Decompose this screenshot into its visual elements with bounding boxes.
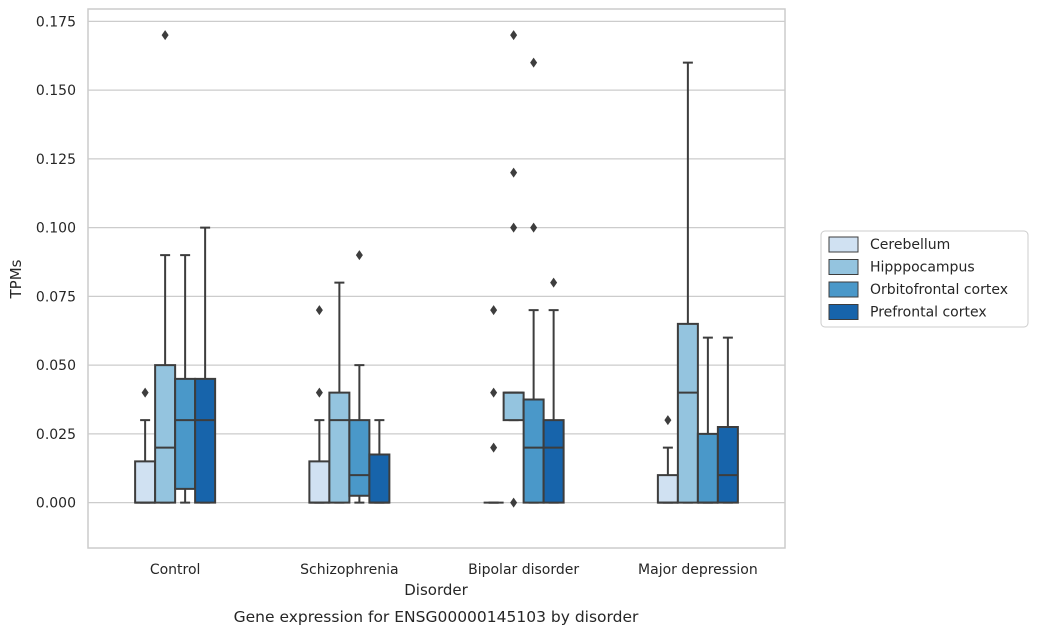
box bbox=[522, 398, 545, 504]
box-group bbox=[716, 336, 739, 504]
outlier-point bbox=[530, 57, 538, 68]
legend-label: Orbitofrontal cortex bbox=[870, 282, 1008, 298]
x-tick-labels: Control Schizophrenia Bipolar disorder Majo… bbox=[150, 562, 758, 578]
y-tick-label: 0.100 bbox=[36, 221, 76, 237]
outlier-point bbox=[490, 442, 498, 453]
box bbox=[194, 377, 217, 504]
box-group bbox=[308, 305, 331, 504]
box-group bbox=[542, 277, 565, 504]
outlier-point bbox=[510, 222, 518, 233]
box-group bbox=[483, 305, 504, 504]
y-tick-label: 0.125 bbox=[36, 152, 76, 168]
box bbox=[328, 391, 351, 504]
legend-swatch bbox=[828, 259, 859, 275]
outlier-point bbox=[510, 30, 518, 41]
outlier-point bbox=[550, 277, 558, 288]
box bbox=[502, 391, 525, 422]
box-group bbox=[348, 250, 371, 504]
box-group bbox=[676, 61, 699, 504]
box bbox=[542, 419, 565, 504]
outlier-point bbox=[664, 415, 672, 426]
box-group bbox=[154, 30, 177, 504]
box bbox=[154, 364, 177, 504]
box-group bbox=[696, 336, 719, 504]
outlier-point bbox=[355, 250, 363, 261]
box bbox=[676, 322, 699, 504]
chart-title: Gene expression for ENSG00000145103 by d… bbox=[234, 608, 639, 626]
legend-label: Cerebellum bbox=[870, 237, 950, 253]
outlier-point bbox=[315, 305, 323, 316]
outlier-point bbox=[315, 387, 323, 398]
box bbox=[368, 453, 391, 504]
box bbox=[308, 460, 331, 504]
box bbox=[696, 432, 719, 504]
legend-swatch bbox=[828, 236, 859, 253]
outlier-point bbox=[141, 387, 149, 398]
legend-label: Hipppocampus bbox=[870, 260, 975, 276]
legend-label: Prefrontal cortex bbox=[870, 305, 987, 321]
box-group bbox=[368, 419, 391, 504]
x-axis-label: Disorder bbox=[404, 581, 468, 599]
y-tick-label: 0.000 bbox=[36, 496, 76, 512]
box-group bbox=[174, 254, 197, 504]
x-tick-label: Major depression bbox=[638, 562, 758, 578]
y-tick-label: 0.075 bbox=[36, 289, 76, 305]
box-group bbox=[134, 387, 157, 504]
outlier-point bbox=[510, 167, 518, 178]
outlier-point bbox=[490, 305, 498, 316]
box bbox=[348, 419, 371, 497]
y-tick-label: 0.150 bbox=[36, 83, 76, 99]
y-tick-label: 0.175 bbox=[36, 14, 76, 30]
box-layer bbox=[134, 30, 739, 508]
outlier-point bbox=[161, 30, 169, 41]
outlier-point bbox=[530, 222, 538, 233]
outlier-point bbox=[510, 497, 518, 508]
legend: Cerebellum Hipppocampus Orbitofrontal cort… bbox=[820, 230, 1029, 328]
x-tick-label: Schizophrenia bbox=[300, 562, 398, 578]
legend-swatch bbox=[828, 304, 859, 320]
box bbox=[656, 474, 679, 504]
x-tick-label: Bipolar disorder bbox=[468, 562, 579, 578]
box bbox=[716, 426, 739, 504]
y-tick-label: 0.050 bbox=[36, 358, 76, 374]
y-tick-label: 0.025 bbox=[36, 427, 76, 443]
y-axis-label: TPMs bbox=[7, 259, 25, 299]
y-tick-labels: 0.000 0.025 0.050 0.075 0.100 0.125 0.150 0.175 bbox=[36, 14, 76, 511]
legend-swatch bbox=[828, 281, 859, 298]
box-group bbox=[502, 30, 525, 508]
legend-frame bbox=[820, 230, 1029, 328]
box-group bbox=[328, 281, 351, 504]
box bbox=[174, 377, 197, 490]
x-tick-label: Control bbox=[150, 562, 201, 578]
box-group bbox=[656, 415, 679, 504]
box bbox=[134, 460, 157, 504]
box-group bbox=[194, 226, 217, 504]
box-group bbox=[522, 57, 545, 504]
plot-frame bbox=[87, 8, 786, 549]
outlier-point bbox=[490, 387, 498, 398]
